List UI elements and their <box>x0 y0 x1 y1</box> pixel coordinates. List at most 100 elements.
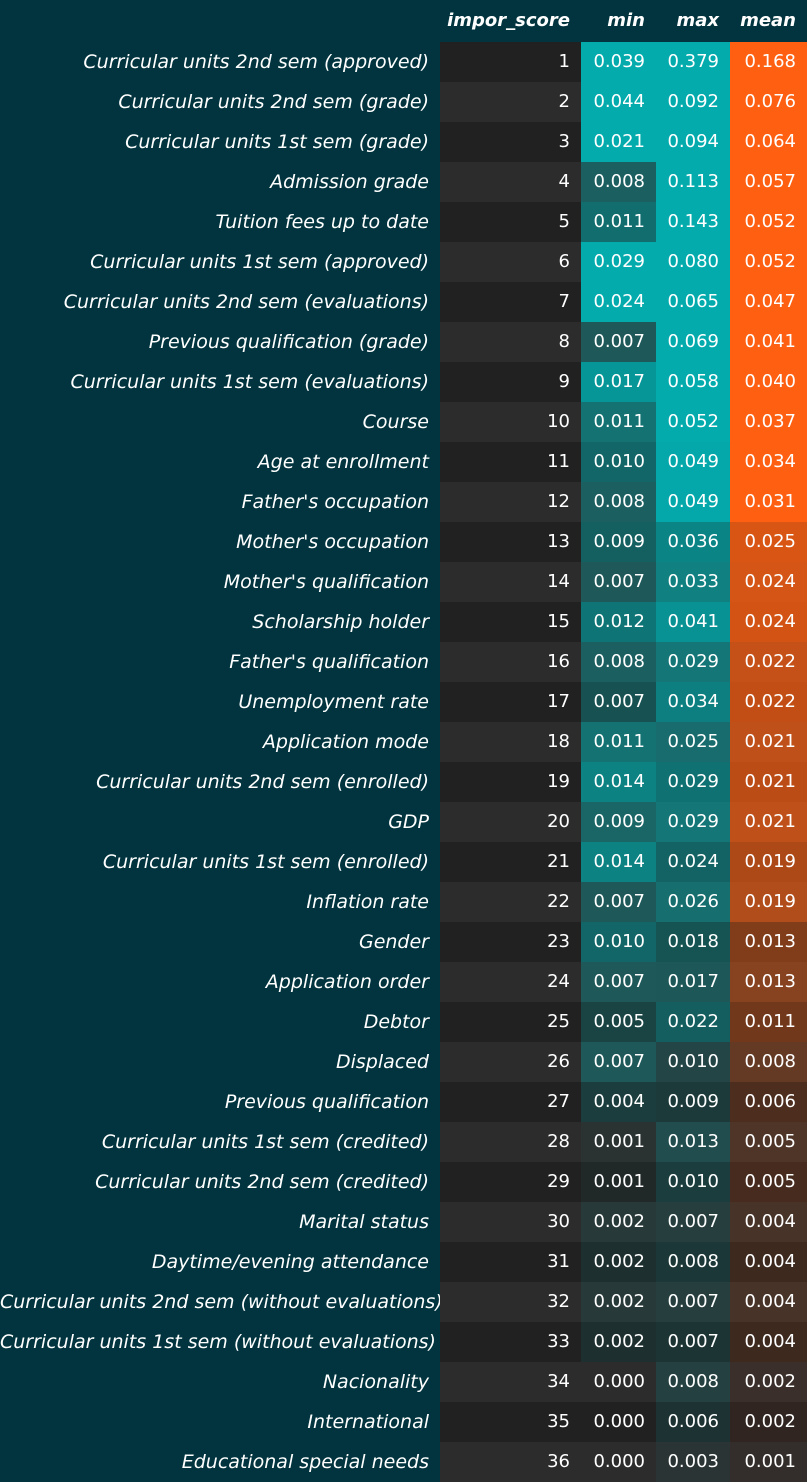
cell-mean: 0.168 <box>730 42 807 82</box>
cell-impor-score: 8 <box>440 322 581 362</box>
cell-mean: 0.041 <box>730 322 807 362</box>
row-label: Inflation rate <box>306 891 429 913</box>
cell-impor-score: 30 <box>440 1202 581 1242</box>
cell-min: 0.008 <box>581 162 656 202</box>
row-label: Curricular units 2nd sem (grade) <box>118 91 429 113</box>
cell-impor-score: 2 <box>440 82 581 122</box>
cell-impor-score: 15 <box>440 602 581 642</box>
cell-min: 0.000 <box>581 1362 656 1402</box>
row-label: Mother's qualification <box>223 571 429 593</box>
cell-max: 0.022 <box>656 1002 730 1042</box>
cell-min: 0.005 <box>581 1002 656 1042</box>
row-label: Scholarship holder <box>252 611 429 633</box>
cell-max: 0.113 <box>656 162 730 202</box>
cell-impor-score: 22 <box>440 882 581 922</box>
cell-max: 0.007 <box>656 1322 730 1362</box>
cell-mean: 0.005 <box>730 1162 807 1202</box>
row-label: Application order <box>265 971 429 993</box>
cell-min: 0.017 <box>581 362 656 402</box>
row-label: Father's qualification <box>229 651 429 673</box>
column-header-max: max <box>676 10 719 31</box>
row-label: Daytime/evening attendance <box>151 1251 429 1273</box>
cell-min: 0.039 <box>581 42 656 82</box>
cell-mean: 0.076 <box>730 82 807 122</box>
cell-min: 0.007 <box>581 322 656 362</box>
row-label: Curricular units 1st sem (credited) <box>101 1131 429 1153</box>
cell-max: 0.052 <box>656 402 730 442</box>
cell-min: 0.008 <box>581 482 656 522</box>
cell-mean: 0.021 <box>730 722 807 762</box>
cell-impor-score: 35 <box>440 1402 581 1442</box>
row-label: Unemployment rate <box>238 691 429 713</box>
cell-impor-score: 16 <box>440 642 581 682</box>
cell-impor-score: 21 <box>440 842 581 882</box>
cell-impor-score: 13 <box>440 522 581 562</box>
cell-max: 0.094 <box>656 122 730 162</box>
cell-max: 0.025 <box>656 722 730 762</box>
cell-impor-score: 23 <box>440 922 581 962</box>
cell-mean: 0.004 <box>730 1282 807 1322</box>
cell-mean: 0.011 <box>730 1002 807 1042</box>
cell-max: 0.049 <box>656 482 730 522</box>
cell-max: 0.007 <box>656 1202 730 1242</box>
cell-mean: 0.002 <box>730 1362 807 1402</box>
cell-max: 0.029 <box>656 762 730 802</box>
cell-mean: 0.004 <box>730 1202 807 1242</box>
row-label: Displaced <box>336 1051 429 1073</box>
row-label: Previous qualification (grade) <box>148 331 429 353</box>
cell-mean: 0.025 <box>730 522 807 562</box>
cell-min: 0.011 <box>581 722 656 762</box>
cell-min: 0.011 <box>581 402 656 442</box>
cell-impor-score: 1 <box>440 42 581 82</box>
cell-impor-score: 31 <box>440 1242 581 1282</box>
cell-min: 0.007 <box>581 882 656 922</box>
cell-mean: 0.021 <box>730 762 807 802</box>
cell-min: 0.002 <box>581 1282 656 1322</box>
row-label: Marital status <box>299 1211 429 1233</box>
row-label: Tuition fees up to date <box>215 211 429 233</box>
row-label: International <box>307 1411 429 1433</box>
cell-min: 0.001 <box>581 1122 656 1162</box>
cell-min: 0.011 <box>581 202 656 242</box>
row-label: Course <box>362 411 429 433</box>
cell-mean: 0.057 <box>730 162 807 202</box>
cell-min: 0.007 <box>581 562 656 602</box>
cell-max: 0.029 <box>656 802 730 842</box>
cell-impor-score: 32 <box>440 1282 581 1322</box>
cell-max: 0.010 <box>656 1042 730 1082</box>
cell-max: 0.036 <box>656 522 730 562</box>
cell-min: 0.009 <box>581 802 656 842</box>
cell-impor-score: 27 <box>440 1082 581 1122</box>
cell-max: 0.008 <box>656 1362 730 1402</box>
cell-max: 0.018 <box>656 922 730 962</box>
row-label: Previous qualification <box>224 1091 429 1113</box>
cell-impor-score: 29 <box>440 1162 581 1202</box>
cell-max: 0.017 <box>656 962 730 1002</box>
cell-max: 0.008 <box>656 1242 730 1282</box>
cell-max: 0.006 <box>656 1402 730 1442</box>
cell-mean: 0.001 <box>730 1442 807 1482</box>
cell-max: 0.041 <box>656 602 730 642</box>
row-label: Curricular units 2nd sem (credited) <box>95 1171 429 1193</box>
cell-min: 0.012 <box>581 602 656 642</box>
cell-max: 0.026 <box>656 882 730 922</box>
cell-min: 0.024 <box>581 282 656 322</box>
cell-max: 0.069 <box>656 322 730 362</box>
cell-max: 0.379 <box>656 42 730 82</box>
row-label: Curricular units 2nd sem (evaluations) <box>63 291 429 313</box>
cell-impor-score: 33 <box>440 1322 581 1362</box>
cell-mean: 0.019 <box>730 842 807 882</box>
cell-min: 0.009 <box>581 522 656 562</box>
cell-mean: 0.021 <box>730 802 807 842</box>
cell-min: 0.021 <box>581 122 656 162</box>
cell-mean: 0.047 <box>730 282 807 322</box>
cell-impor-score: 7 <box>440 282 581 322</box>
cell-min: 0.029 <box>581 242 656 282</box>
cell-max: 0.033 <box>656 562 730 602</box>
row-label: Curricular units 1st sem (evaluations) <box>70 371 430 393</box>
cell-impor-score: 12 <box>440 482 581 522</box>
row-label: Debtor <box>363 1011 429 1033</box>
cell-impor-score: 20 <box>440 802 581 842</box>
cell-max: 0.003 <box>656 1442 730 1482</box>
